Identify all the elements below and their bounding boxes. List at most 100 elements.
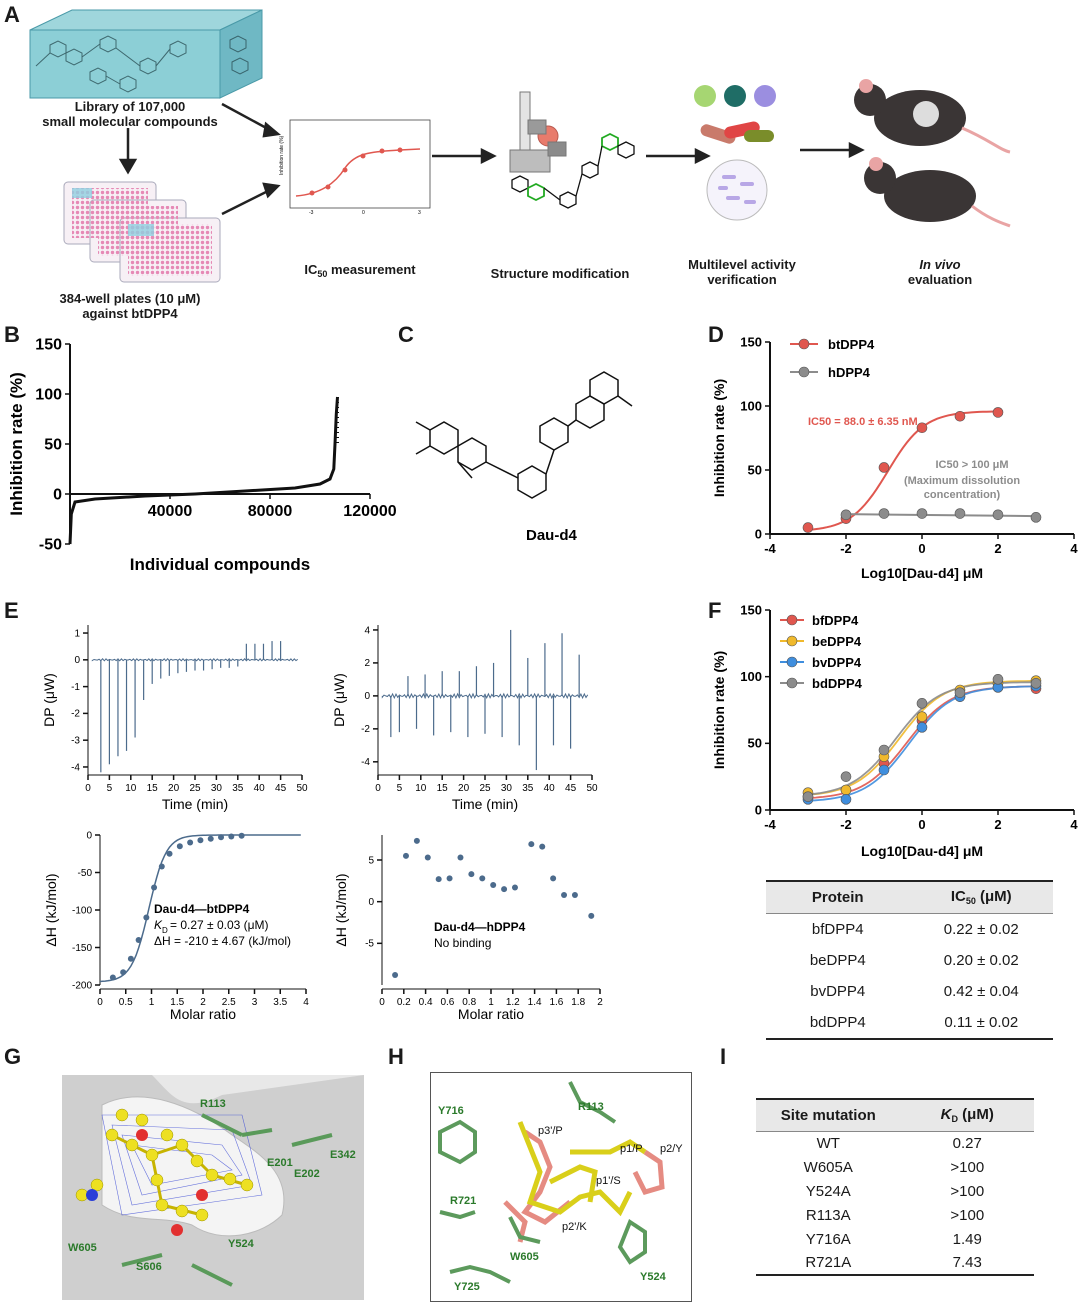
annotation-kd-value: = 0.27 ± 0.03 (μM) xyxy=(170,918,269,932)
x-tick-label: 4 xyxy=(1070,541,1078,556)
plates-caption: 384-well plates (10 μM) against btDPP4 xyxy=(59,291,201,321)
legend-label: bfDPP4 xyxy=(812,613,859,628)
x-tick-label: 0 xyxy=(97,997,103,1008)
x-tick-label: 0 xyxy=(918,541,925,556)
svg-text:3: 3 xyxy=(418,210,421,216)
table-row: R721A 7.43 xyxy=(756,1251,1034,1275)
x-tick-label: 45 xyxy=(275,783,287,794)
h-res-y716: Y716 xyxy=(438,1105,464,1117)
point-hDPP4 xyxy=(916,508,928,519)
data-point xyxy=(120,969,127,976)
data-point xyxy=(550,875,557,882)
invivo-eval: evaluation xyxy=(907,272,973,287)
point-btDPP4 xyxy=(802,522,814,533)
x-tick-label: 1.2 xyxy=(506,997,520,1008)
y-tick-label: -200 xyxy=(72,980,92,991)
y-tick-label: 0 xyxy=(755,526,762,541)
y-tick-label: 0 xyxy=(53,486,62,503)
y-tick-label: -50 xyxy=(78,868,93,879)
x-tick-label: 120000 xyxy=(343,503,396,520)
structure-caption: Structure modification xyxy=(490,266,630,281)
x-tick-label: 3 xyxy=(252,997,258,1008)
table-cell: >100 xyxy=(950,1158,985,1176)
x-tick-label: 0.2 xyxy=(397,997,411,1008)
x-tick-label: 3.5 xyxy=(273,997,287,1008)
g-res-r113: R113 xyxy=(200,1098,226,1110)
h-pocket-p3p: p3'/P xyxy=(538,1125,563,1137)
x-tick-label: 1.8 xyxy=(571,997,585,1008)
g-res-e201: E201 xyxy=(267,1157,293,1169)
table-cell: WT xyxy=(816,1134,840,1152)
data-point xyxy=(457,854,464,861)
y-tick-label: 0 xyxy=(755,802,762,817)
panel-label-e: E xyxy=(4,598,19,623)
point-bdDPP4 xyxy=(992,674,1004,685)
g-res-w605: W605 xyxy=(68,1242,97,1254)
y-tick-label: 0 xyxy=(86,830,92,841)
legend-marker xyxy=(786,677,798,689)
x-axis-label: Individual compounds xyxy=(130,555,310,574)
mouse-icons xyxy=(854,79,1011,228)
table-cell: R113A xyxy=(805,1206,851,1224)
table-cell: bvDPP4 xyxy=(810,983,866,1001)
data-point xyxy=(588,912,595,919)
y-tick-label: 100 xyxy=(740,398,762,413)
y-tick-label: 0 xyxy=(368,897,374,908)
table-cell: >100 xyxy=(950,1182,985,1200)
x-tick-label: 35 xyxy=(522,783,534,794)
panel-label-g: G xyxy=(4,1044,22,1069)
x-tick-label: -4 xyxy=(764,541,776,556)
g-res-y524: Y524 xyxy=(228,1238,255,1250)
point-hDPP4 xyxy=(1030,512,1042,523)
x-tick-label: 0.5 xyxy=(119,997,133,1008)
multilevel-caption: Multilevel activity verification xyxy=(688,257,796,287)
x-tick-label: 25 xyxy=(479,783,491,794)
legend-label: beDPP4 xyxy=(812,634,862,649)
table-cell: R721A xyxy=(805,1254,852,1271)
legend-label: bvDPP4 xyxy=(812,655,862,670)
y-tick-label: 150 xyxy=(35,336,62,353)
data-point xyxy=(166,850,173,857)
y-tick-label: -150 xyxy=(72,943,92,954)
x-tick-label: 5 xyxy=(397,783,403,794)
panel-g-binding-site: R113 E201 E342 E202 W605 S606 Y524 xyxy=(62,1075,364,1300)
table-cell: bfDPP4 xyxy=(811,920,864,938)
fit-hdpp4 xyxy=(845,513,1037,518)
chart-d: -4 -2 0 2 4 0 50 100 150 Log10[Dau-d4] μM Inhibiti… xyxy=(711,334,1078,581)
y-tick-label: 150 xyxy=(740,334,762,349)
y-axis-label: DP (μW) xyxy=(41,673,57,727)
svg-text:0: 0 xyxy=(362,210,365,216)
table-cell: 0.22 ± 0.02 xyxy=(943,920,1019,938)
table-cell: beDPP4 xyxy=(809,951,866,969)
legend-marker xyxy=(786,614,798,626)
data-point xyxy=(176,843,183,850)
y-tick-label: 2 xyxy=(364,658,370,669)
point-bdDPP4 xyxy=(878,744,890,756)
legend-label: hDPP4 xyxy=(828,365,871,380)
y-axis-label: DP (μW) xyxy=(331,673,347,727)
table-row: bvDPP4 0.42 ± 0.04 xyxy=(766,976,1053,1008)
x-axis-label: Time (min) xyxy=(452,796,518,812)
y-tick-label: -2 xyxy=(361,724,370,735)
table-row: WT 0.27 xyxy=(756,1131,1034,1155)
svg-text:-3: -3 xyxy=(309,210,314,216)
legend-marker xyxy=(798,338,810,350)
table-head-protein: Protein xyxy=(811,888,864,906)
point-hDPP4 xyxy=(954,508,966,519)
annotation-title: Dau-d4—btDPP4 xyxy=(154,902,250,916)
y-tick-label: -1 xyxy=(71,682,80,693)
y-tick-label: 0 xyxy=(364,691,370,702)
x-tick-label: 0 xyxy=(918,817,925,832)
point-bvDPP4 xyxy=(878,764,890,776)
x-tick-label: 1.6 xyxy=(549,997,563,1008)
data-point xyxy=(197,837,204,844)
table-row: W605A >100 xyxy=(756,1155,1034,1179)
data-point xyxy=(392,972,399,978)
y-tick-label: 5 xyxy=(368,855,374,866)
point-hDPP4 xyxy=(992,509,1004,521)
x-tick-label: 20 xyxy=(168,783,180,794)
data-point xyxy=(207,835,214,842)
table-cell: Y716A xyxy=(805,1230,851,1248)
panel-label-i: I xyxy=(720,1044,727,1069)
annotation-h3: concentration) xyxy=(924,489,1001,501)
